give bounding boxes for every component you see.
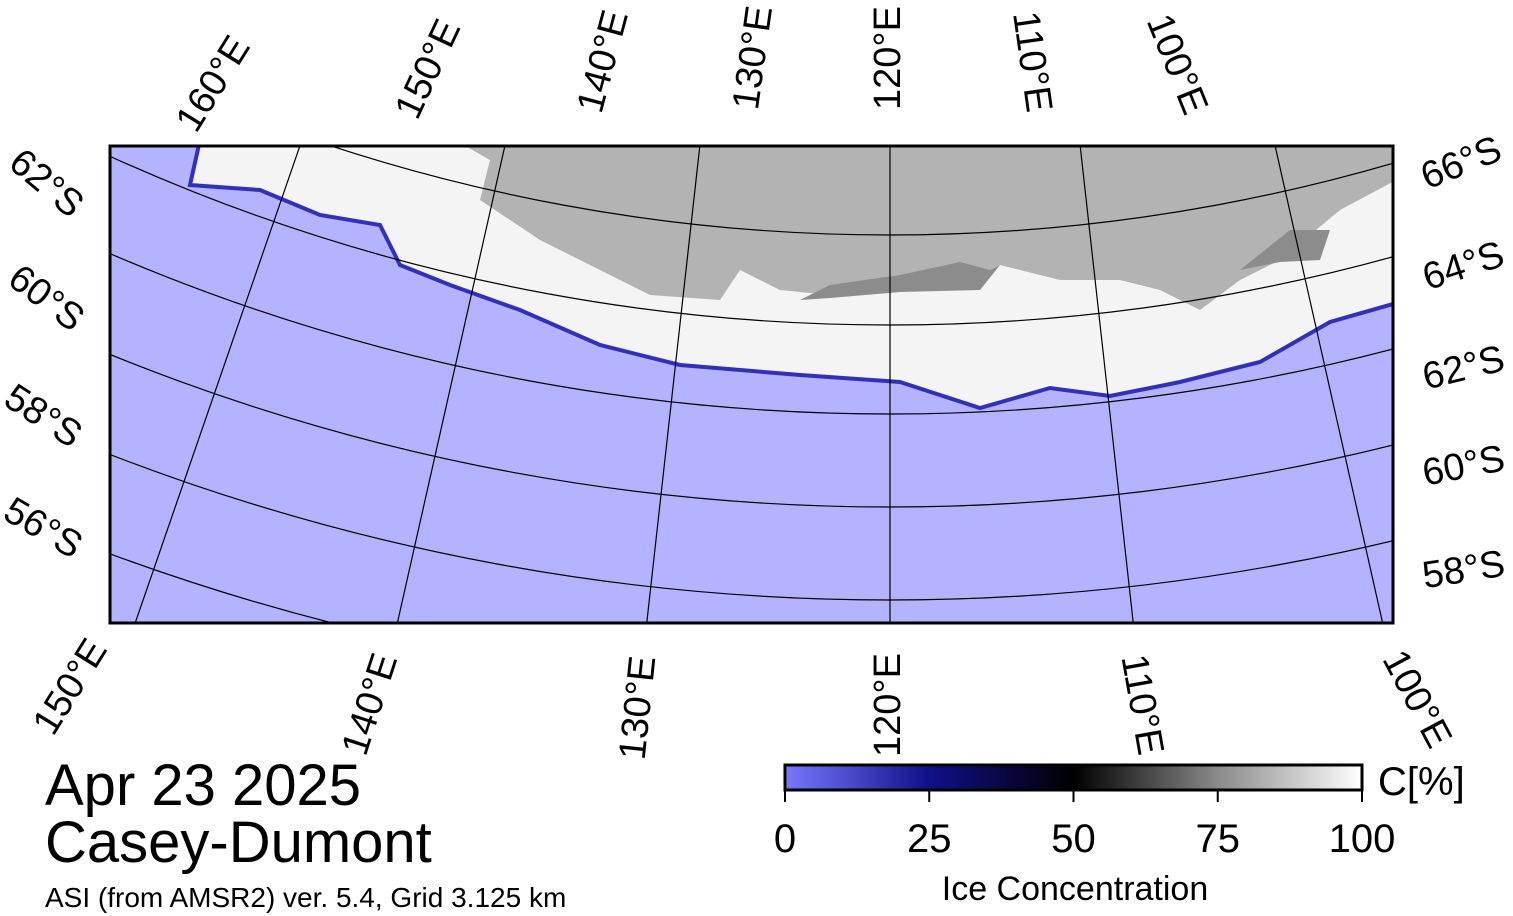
graticule-label: 150°E [25, 632, 116, 742]
graticule-label: 110°E [1112, 651, 1171, 758]
graticule-label: 60°S [0, 257, 91, 340]
graticule-label: 58°S [1420, 543, 1508, 597]
graticule-label: 120°E [867, 653, 909, 757]
colorbar [783, 763, 1364, 792]
graticule-label: 160°E [168, 29, 259, 139]
colorbar-unit: C[%] [1378, 760, 1465, 804]
region: Casey-Dumont [45, 810, 432, 875]
meridian [1079, 146, 1134, 623]
ice-shelf [800, 230, 1330, 300]
graticule-label: 140°E [334, 648, 406, 760]
map-frame [108, 144, 1395, 625]
graticule-label: 60°S [1419, 438, 1508, 495]
graticule-label: 130°E [725, 3, 781, 112]
graticule-label: 120°E [867, 6, 909, 110]
graticule-label: 150°E [387, 13, 469, 125]
graticule-label: 56°S [0, 489, 89, 567]
graticule-label: 64°S [1418, 233, 1510, 299]
source: ASI (from AMSR2) ver. 5.4, Grid 3.125 km [45, 882, 566, 913]
graticule-label: 62°S [1, 141, 91, 226]
graticule-label: 130°E [612, 654, 665, 762]
meridian [646, 146, 701, 623]
graticule-label: 100°E [1374, 643, 1460, 755]
graticule-label: 100°E [1138, 8, 1216, 120]
meridian [134, 146, 301, 623]
graticule-label: 140°E [569, 6, 636, 117]
meridian [1274, 146, 1384, 623]
graticule-label: 66°S [1415, 128, 1508, 198]
colorbar-label: Ice Concentration [942, 870, 1209, 908]
colorbar-tick-label: 100 [1329, 817, 1396, 861]
land [465, 146, 1393, 310]
date: Apr 23 2025 [45, 753, 361, 818]
colorbar-tick-label: 25 [907, 817, 952, 861]
graticule-label: 62°S [1418, 338, 1509, 399]
meridian [396, 146, 506, 623]
graticule [110, 146, 1393, 623]
graticule-label: 58°S [0, 376, 89, 456]
colorbar-tick-label: 50 [1051, 817, 1096, 861]
graticule-label: 110°E [1004, 9, 1060, 115]
colorbar-tick-label: 0 [774, 817, 796, 861]
map-area [110, 146, 1393, 623]
colorbar-tick-label: 75 [1196, 817, 1241, 861]
